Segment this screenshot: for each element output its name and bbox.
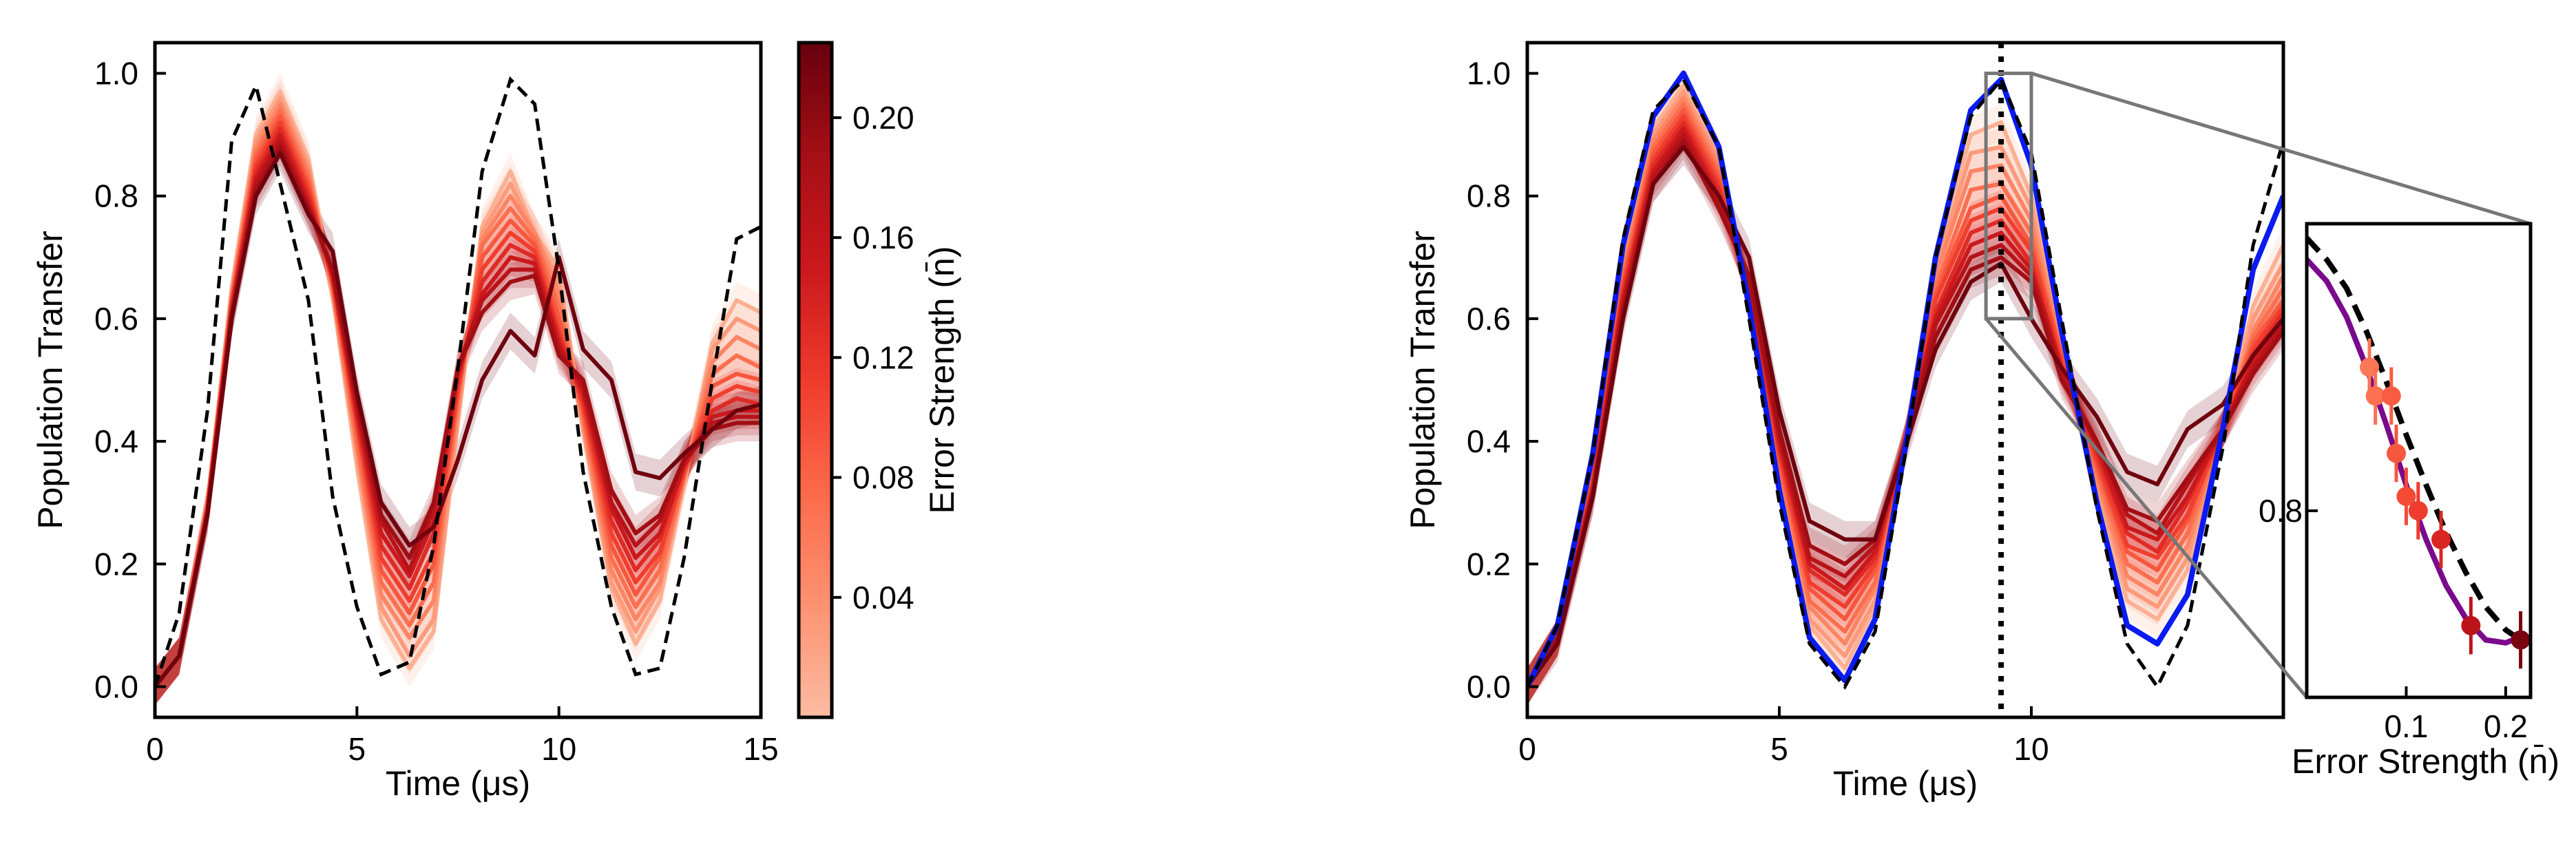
- inset-x-axis-label: Error Strength (n̄): [2292, 742, 2559, 781]
- y-tick-label: 1.0: [1467, 56, 1511, 92]
- data-point: [2396, 487, 2416, 507]
- y-tick-label: 1.0: [94, 56, 138, 92]
- colorbar-tick-label: 0.12: [852, 339, 914, 375]
- right-chart: 0 5 10 0.0 0.2 0.4 0.6 0.8 1.0 Time (μs) Populatio…: [1403, 41, 2285, 803]
- x-tick-label: 10: [541, 731, 576, 767]
- colorbar: 0.04 0.08 0.12 0.16 0.20 Error Strength (n̄): [797, 41, 961, 719]
- data-point: [2511, 630, 2531, 650]
- x-tick-label: 15: [743, 731, 778, 767]
- inset-chart: 0.1 0.2 0.8 Error Strength (n̄): [1985, 72, 2559, 781]
- colorbar-tick-label: 0.16: [852, 220, 914, 255]
- y-tick-label: 0.4: [94, 423, 138, 459]
- plot-frame: [153, 41, 763, 719]
- plot-area: [155, 73, 761, 706]
- y-tick-label: 0.8: [94, 178, 138, 214]
- y-tick-label: 0.0: [1467, 668, 1511, 704]
- data-point: [2381, 386, 2401, 406]
- ideal-line: [155, 76, 761, 688]
- x-tick-label: 5: [1770, 731, 1788, 767]
- colorbar-tick-label: 0.08: [852, 460, 914, 496]
- colorbar-scale: [797, 41, 834, 719]
- zoom-connector-bottom: [1985, 317, 2308, 699]
- x-axis-label: Time (μs): [1833, 764, 1978, 803]
- colorbar-label: Error Strength (n̄): [923, 246, 961, 514]
- inset-x-tick-label: 0.1: [2384, 708, 2428, 744]
- zoom-box: [1984, 72, 2033, 321]
- y-tick-label: 0.6: [1467, 301, 1511, 337]
- left-chart: 0 5 10 15 0.0 0.2 0.4 0.6 0.8 1.0 Time (μs) Populat…: [31, 41, 779, 803]
- inset-plot-area: [2307, 236, 2531, 669]
- inset-y-tick-label: 0.8: [2259, 493, 2303, 529]
- plot-frame: [1525, 41, 2285, 719]
- series-line-10: [155, 151, 761, 688]
- x-tick-label: 0: [146, 731, 164, 767]
- x-tick-label: 10: [2013, 731, 2049, 767]
- y-tick-label: 0.4: [1467, 423, 1511, 459]
- inset-frame: [2305, 222, 2533, 699]
- colorbar-tick-label: 0.20: [852, 100, 914, 136]
- x-tick-label: 5: [348, 731, 366, 767]
- y-tick-label: 0.2: [1467, 546, 1511, 582]
- y-tick-label: 0.2: [94, 546, 138, 582]
- y-tick-label: 0.0: [94, 668, 138, 704]
- y-axis-label: Population Transfer: [1403, 231, 1442, 529]
- plot-area: [1527, 67, 2283, 706]
- y-tick-label: 0.6: [94, 301, 138, 337]
- x-tick-label: 0: [1518, 731, 1536, 767]
- x-axis-label: Time (μs): [386, 764, 530, 803]
- data-point: [2461, 615, 2481, 635]
- data-point: [2408, 500, 2428, 520]
- inset-x-tick-label: 0.2: [2484, 708, 2528, 744]
- colorbar-tick-label: 0.04: [852, 580, 914, 615]
- data-point: [2431, 529, 2451, 549]
- zoom-connector-top: [2031, 72, 2531, 226]
- data-point: [2387, 443, 2406, 463]
- y-axis-label: Population Transfer: [31, 231, 70, 529]
- data-point: [2365, 386, 2385, 406]
- y-tick-label: 0.8: [1467, 178, 1511, 214]
- ideal-curve: [2307, 236, 2522, 642]
